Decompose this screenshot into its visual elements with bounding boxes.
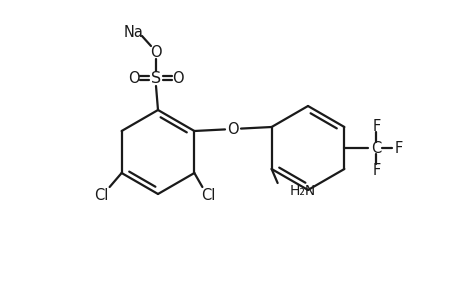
- Text: F: F: [371, 118, 380, 134]
- Text: F: F: [371, 163, 380, 178]
- Text: O: O: [150, 44, 162, 59]
- Text: S: S: [151, 70, 161, 86]
- Text: F: F: [393, 140, 402, 155]
- Text: C: C: [370, 140, 381, 155]
- Text: O: O: [172, 70, 184, 86]
- Text: O: O: [128, 70, 140, 86]
- Text: O: O: [227, 122, 238, 136]
- Text: Na: Na: [124, 25, 144, 40]
- Text: Cl: Cl: [94, 188, 109, 202]
- Text: Cl: Cl: [201, 188, 215, 202]
- Text: H₂N: H₂N: [289, 184, 315, 198]
